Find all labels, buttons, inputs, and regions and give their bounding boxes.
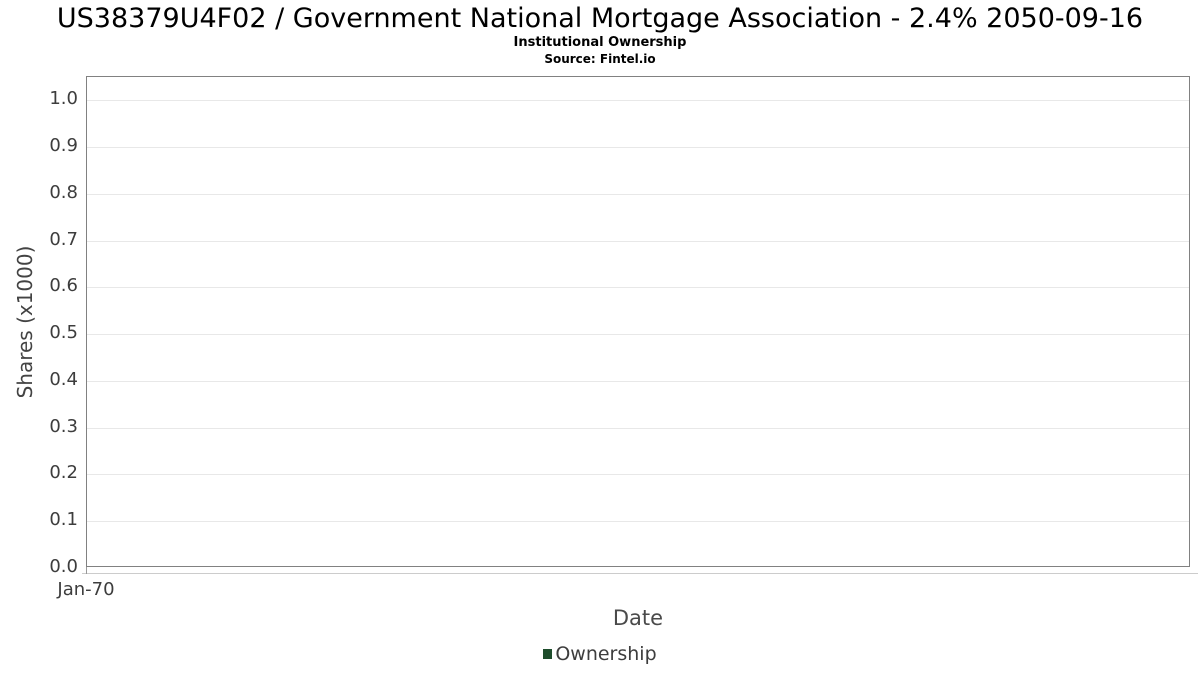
gridline [87, 287, 1189, 289]
gridline [87, 193, 1189, 195]
chart-source: Source: Fintel.io [544, 52, 656, 66]
y-tick-label: 0.9 [49, 135, 78, 157]
gridline [87, 380, 1189, 382]
x-tick-mark [86, 567, 87, 574]
gridline [87, 147, 1189, 149]
x-axis-line [82, 573, 1198, 574]
y-tick-label: 0.7 [49, 228, 78, 250]
plot-area [86, 76, 1190, 567]
y-tick-label: 0.6 [49, 275, 78, 297]
y-tick-label: 0.2 [49, 462, 78, 484]
y-tick-label: 0.8 [49, 181, 78, 203]
y-tick-label: 0.0 [49, 556, 78, 577]
y-tick-label: 0.1 [49, 509, 78, 531]
y-tick-label: 0.4 [49, 368, 78, 390]
x-axis-title: Date [612, 606, 664, 630]
chart-title: US38379U4F02 / Government National Mortg… [56, 3, 1144, 34]
gridline [87, 334, 1189, 336]
legend-label: Ownership [555, 643, 657, 665]
y-tick-label: 0.5 [49, 322, 78, 344]
chart-subtitle: Institutional Ownership [513, 35, 687, 50]
gridline [87, 240, 1189, 242]
legend-item-ownership[interactable]: Ownership [543, 643, 657, 665]
x-tick-label: Jan-70 [57, 579, 115, 600]
gridline [87, 521, 1189, 523]
y-tick-label: 1.0 [49, 88, 78, 110]
gridline [87, 474, 1189, 476]
y-tick-label: 0.3 [49, 415, 78, 437]
legend: Ownership [0, 643, 1200, 665]
gridline [87, 100, 1189, 102]
gridline [87, 427, 1189, 429]
legend-swatch [543, 649, 553, 659]
